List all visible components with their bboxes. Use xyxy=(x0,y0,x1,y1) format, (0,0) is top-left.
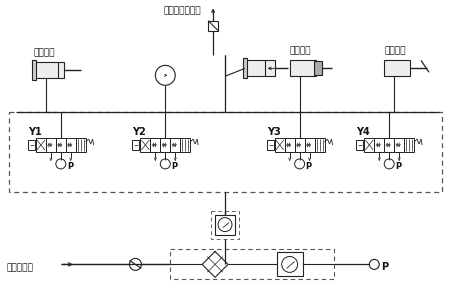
Bar xyxy=(245,60,275,76)
Bar xyxy=(180,138,190,152)
Bar xyxy=(150,138,160,152)
Text: P: P xyxy=(395,162,401,171)
Text: 压袋气缸: 压袋气缸 xyxy=(290,46,311,55)
Text: P: P xyxy=(381,262,388,272)
Bar xyxy=(275,138,285,152)
Bar xyxy=(374,138,384,152)
Bar xyxy=(9,112,442,192)
Bar xyxy=(170,249,335,279)
Bar xyxy=(384,60,410,76)
Bar xyxy=(76,138,86,152)
Text: Y1: Y1 xyxy=(28,127,41,137)
Text: Y4: Y4 xyxy=(356,127,370,137)
Bar xyxy=(208,21,218,31)
Bar xyxy=(32,60,36,80)
Text: P: P xyxy=(306,162,312,171)
Bar xyxy=(133,140,139,150)
Bar xyxy=(364,138,374,152)
Bar xyxy=(384,138,394,152)
Bar xyxy=(356,140,364,150)
Text: 三位气缸: 三位气缸 xyxy=(34,48,55,57)
Bar xyxy=(404,138,414,152)
Bar xyxy=(394,138,404,152)
Bar xyxy=(56,138,66,152)
Bar xyxy=(66,138,76,152)
Bar xyxy=(290,60,316,76)
Bar xyxy=(36,138,46,152)
Text: 推包气缸: 推包气缸 xyxy=(384,46,406,55)
Bar xyxy=(285,138,295,152)
Bar xyxy=(170,138,180,152)
Bar xyxy=(34,62,64,78)
Bar xyxy=(277,253,303,276)
Text: 接压缩空气: 接压缩空气 xyxy=(6,263,33,272)
Bar xyxy=(295,138,304,152)
Bar xyxy=(304,138,314,152)
Bar xyxy=(140,138,150,152)
Text: 到叶轮箱充气嘴: 到叶轮箱充气嘴 xyxy=(163,6,201,15)
Bar xyxy=(215,215,235,235)
Bar xyxy=(243,58,247,78)
Text: P: P xyxy=(171,162,177,171)
Text: Y3: Y3 xyxy=(267,127,281,137)
Bar xyxy=(160,138,170,152)
Text: P: P xyxy=(67,162,73,171)
Bar xyxy=(313,61,322,75)
Bar xyxy=(28,140,35,150)
Text: Y2: Y2 xyxy=(133,127,146,137)
Bar xyxy=(46,138,56,152)
Bar xyxy=(314,138,325,152)
Bar xyxy=(211,211,239,239)
Bar xyxy=(267,140,274,150)
